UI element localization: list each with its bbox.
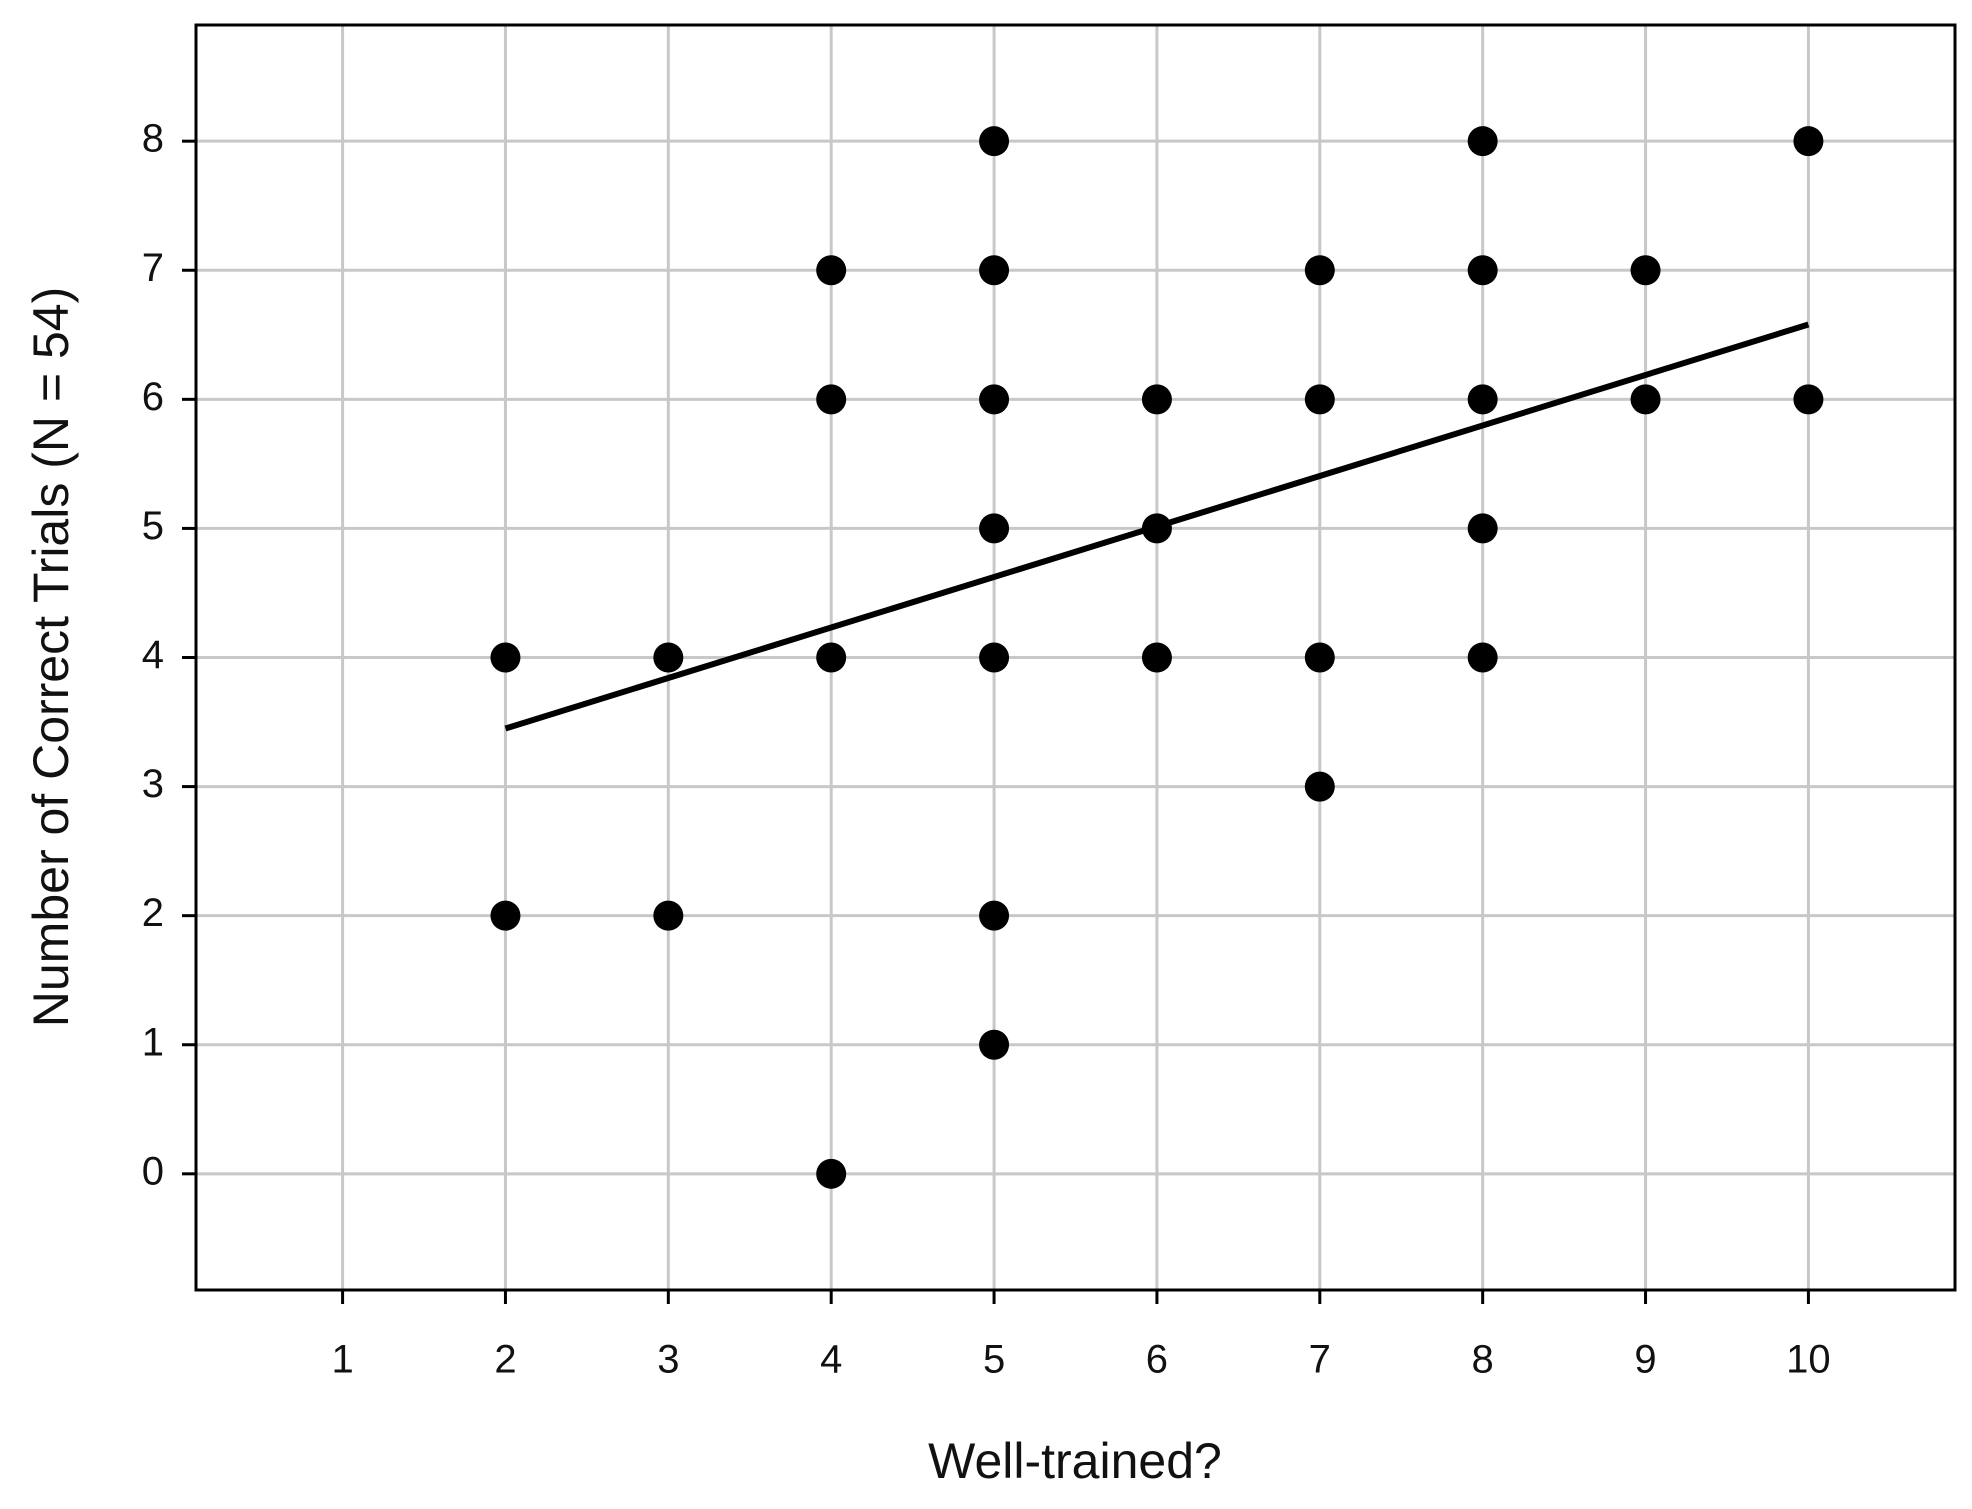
point [1630,384,1661,415]
point [1467,513,1498,544]
y-tick-label: 3 [142,762,164,806]
point [1630,255,1661,286]
point [1467,126,1498,157]
point [979,900,1010,931]
point [1304,255,1335,286]
y-tick-label: 2 [142,891,164,935]
y-tick-label: 5 [142,504,164,548]
x-tick-label: 2 [494,1338,516,1382]
point [816,255,847,286]
point [979,1029,1010,1060]
point [1467,255,1498,286]
trend-line [504,321,1810,732]
point [1467,642,1498,673]
y-tick-label: 1 [142,1020,164,1064]
point [490,900,521,931]
point [979,384,1010,415]
x-tick-label: 9 [1634,1338,1656,1382]
point [1304,642,1335,673]
y-tick-label: 6 [142,375,164,419]
y-axis-label: Number of Correct Trials (N = 54) [23,287,79,1027]
x-axis-label: Well-trained? [928,1433,1222,1489]
point [1141,642,1172,673]
point [816,642,847,673]
point [1467,384,1498,415]
x-tick-label: 4 [820,1338,842,1382]
x-tick-label: 8 [1472,1338,1494,1382]
point [1141,384,1172,415]
point [490,642,521,673]
x-tick-label: 7 [1309,1338,1331,1382]
x-tick-label: 6 [1146,1338,1168,1382]
point [1304,771,1335,802]
point [816,1158,847,1189]
point [816,384,847,415]
y-tick-label: 7 [142,246,164,290]
y-tick-label: 8 [142,117,164,161]
point [979,513,1010,544]
point [979,642,1010,673]
point [1304,384,1335,415]
x-tick-label: 1 [331,1338,353,1382]
y-tick-label: 0 [142,1149,164,1193]
x-tick-label: 10 [1786,1338,1831,1382]
point [1793,384,1824,415]
plot-frame [194,23,1957,1292]
point [979,255,1010,286]
y-tick-label: 4 [142,633,164,677]
point [1793,126,1824,157]
point [653,642,684,673]
point [979,126,1010,157]
x-tick-label: 3 [657,1338,679,1382]
point [653,900,684,931]
x-tick-label: 5 [983,1338,1005,1382]
